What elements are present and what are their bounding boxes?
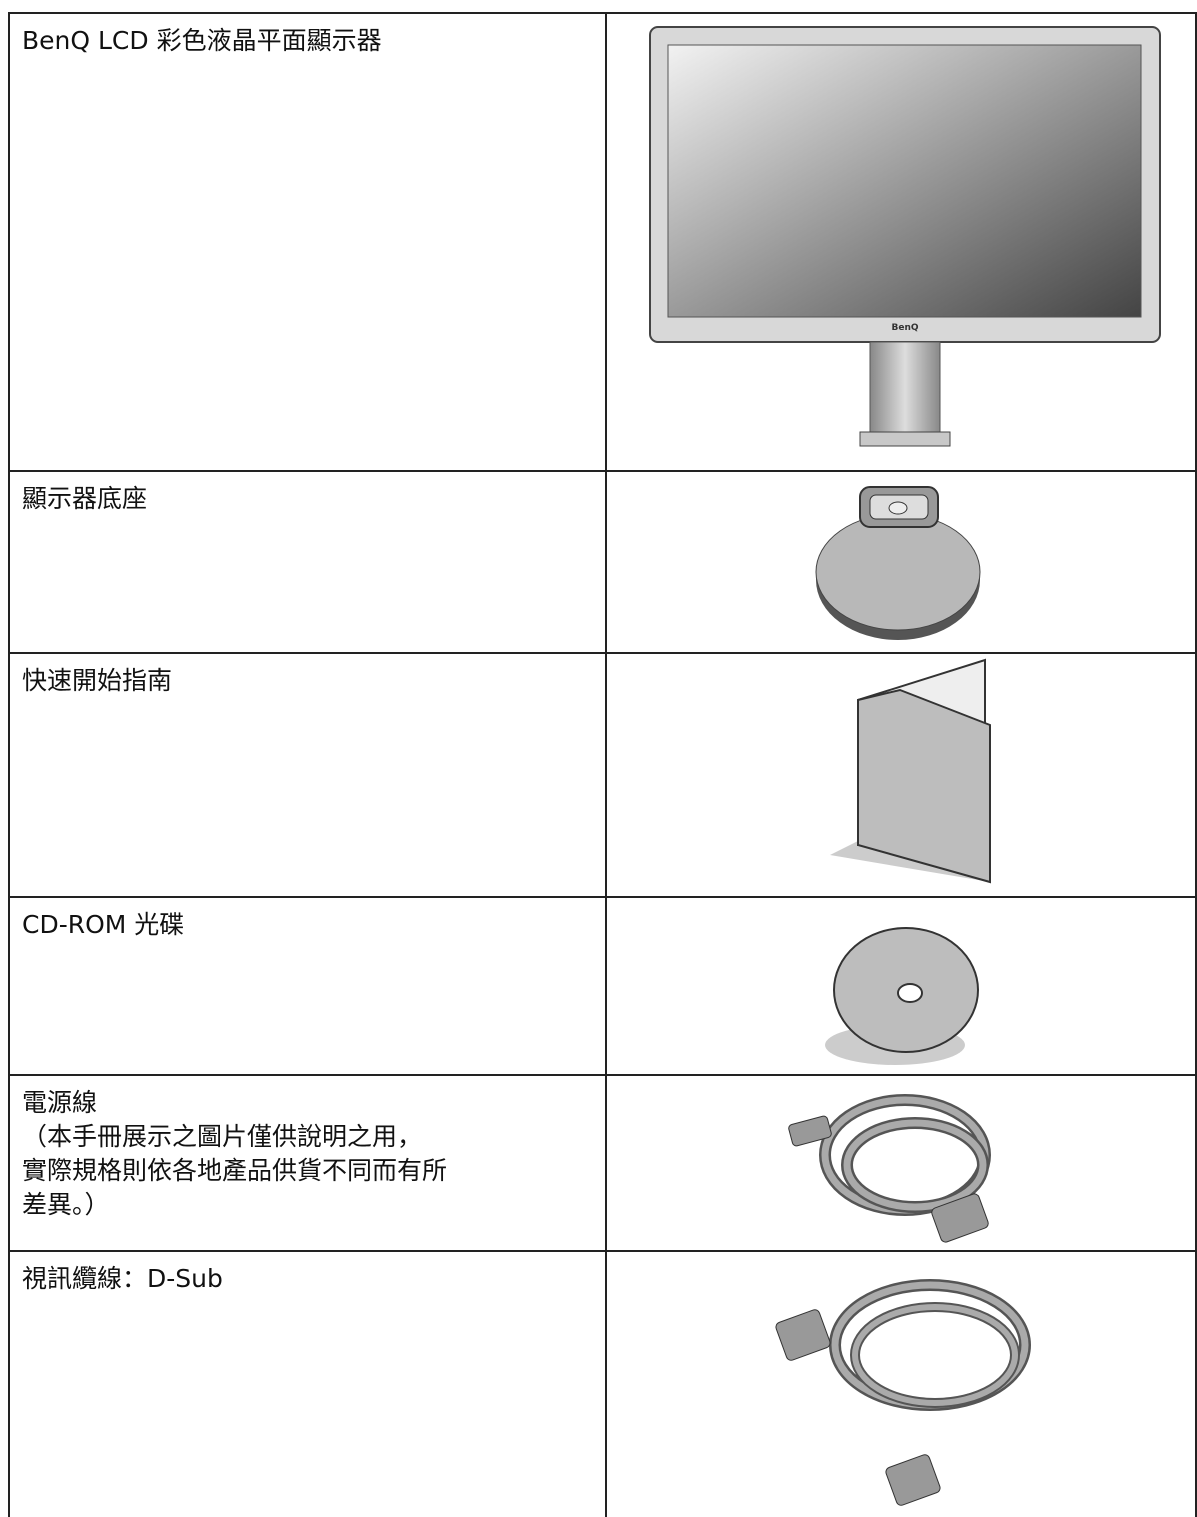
cell [605,1250,1197,1517]
guide-illustration [830,658,991,884]
note-line: 差異。） [22,1190,110,1219]
item-label: 快速開始指南 [22,666,173,695]
item-label: 電源線 [22,1088,98,1117]
power-cord-illustration [788,1094,991,1243]
cd-illustration [825,927,979,1065]
note-line: 實際規格則依各地產品供貨不同而有所 [22,1156,448,1185]
brand-logo: BenQ [891,323,918,333]
note-line: （本手冊展示之圖片僅供說明之用， [22,1122,423,1151]
item-text: 電源線 （本手冊展示之圖片僅供說明之用， 實際規格則依各地產品供貨不同而有所 差… [22,1086,447,1222]
item-label: BenQ LCD 彩色液晶平面顯示器 [22,26,382,55]
item-label: 視訊纜線：D-Sub [22,1264,223,1293]
vga-cable-illustration [775,1279,1031,1506]
item-label: 顯示器底座 [22,484,148,513]
item-label: CD-ROM 光碟 [22,910,185,939]
monitor-illustration: BenQ [649,26,1161,447]
base-illustration [815,486,981,640]
